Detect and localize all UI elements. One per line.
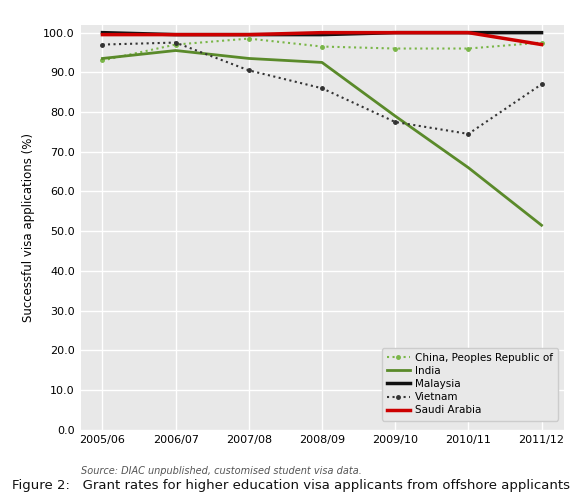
Y-axis label: Successful visa applications (%): Successful visa applications (%) — [22, 133, 35, 322]
Text: Source: DIAC unpublished, customised student visa data.: Source: DIAC unpublished, customised stu… — [81, 466, 361, 476]
Legend: China, Peoples Republic of, India, Malaysia, Vietnam, Saudi Arabia: China, Peoples Republic of, India, Malay… — [382, 348, 558, 420]
Text: Figure 2:   Grant rates for higher education visa applicants from offshore appli: Figure 2: Grant rates for higher educati… — [12, 479, 569, 492]
